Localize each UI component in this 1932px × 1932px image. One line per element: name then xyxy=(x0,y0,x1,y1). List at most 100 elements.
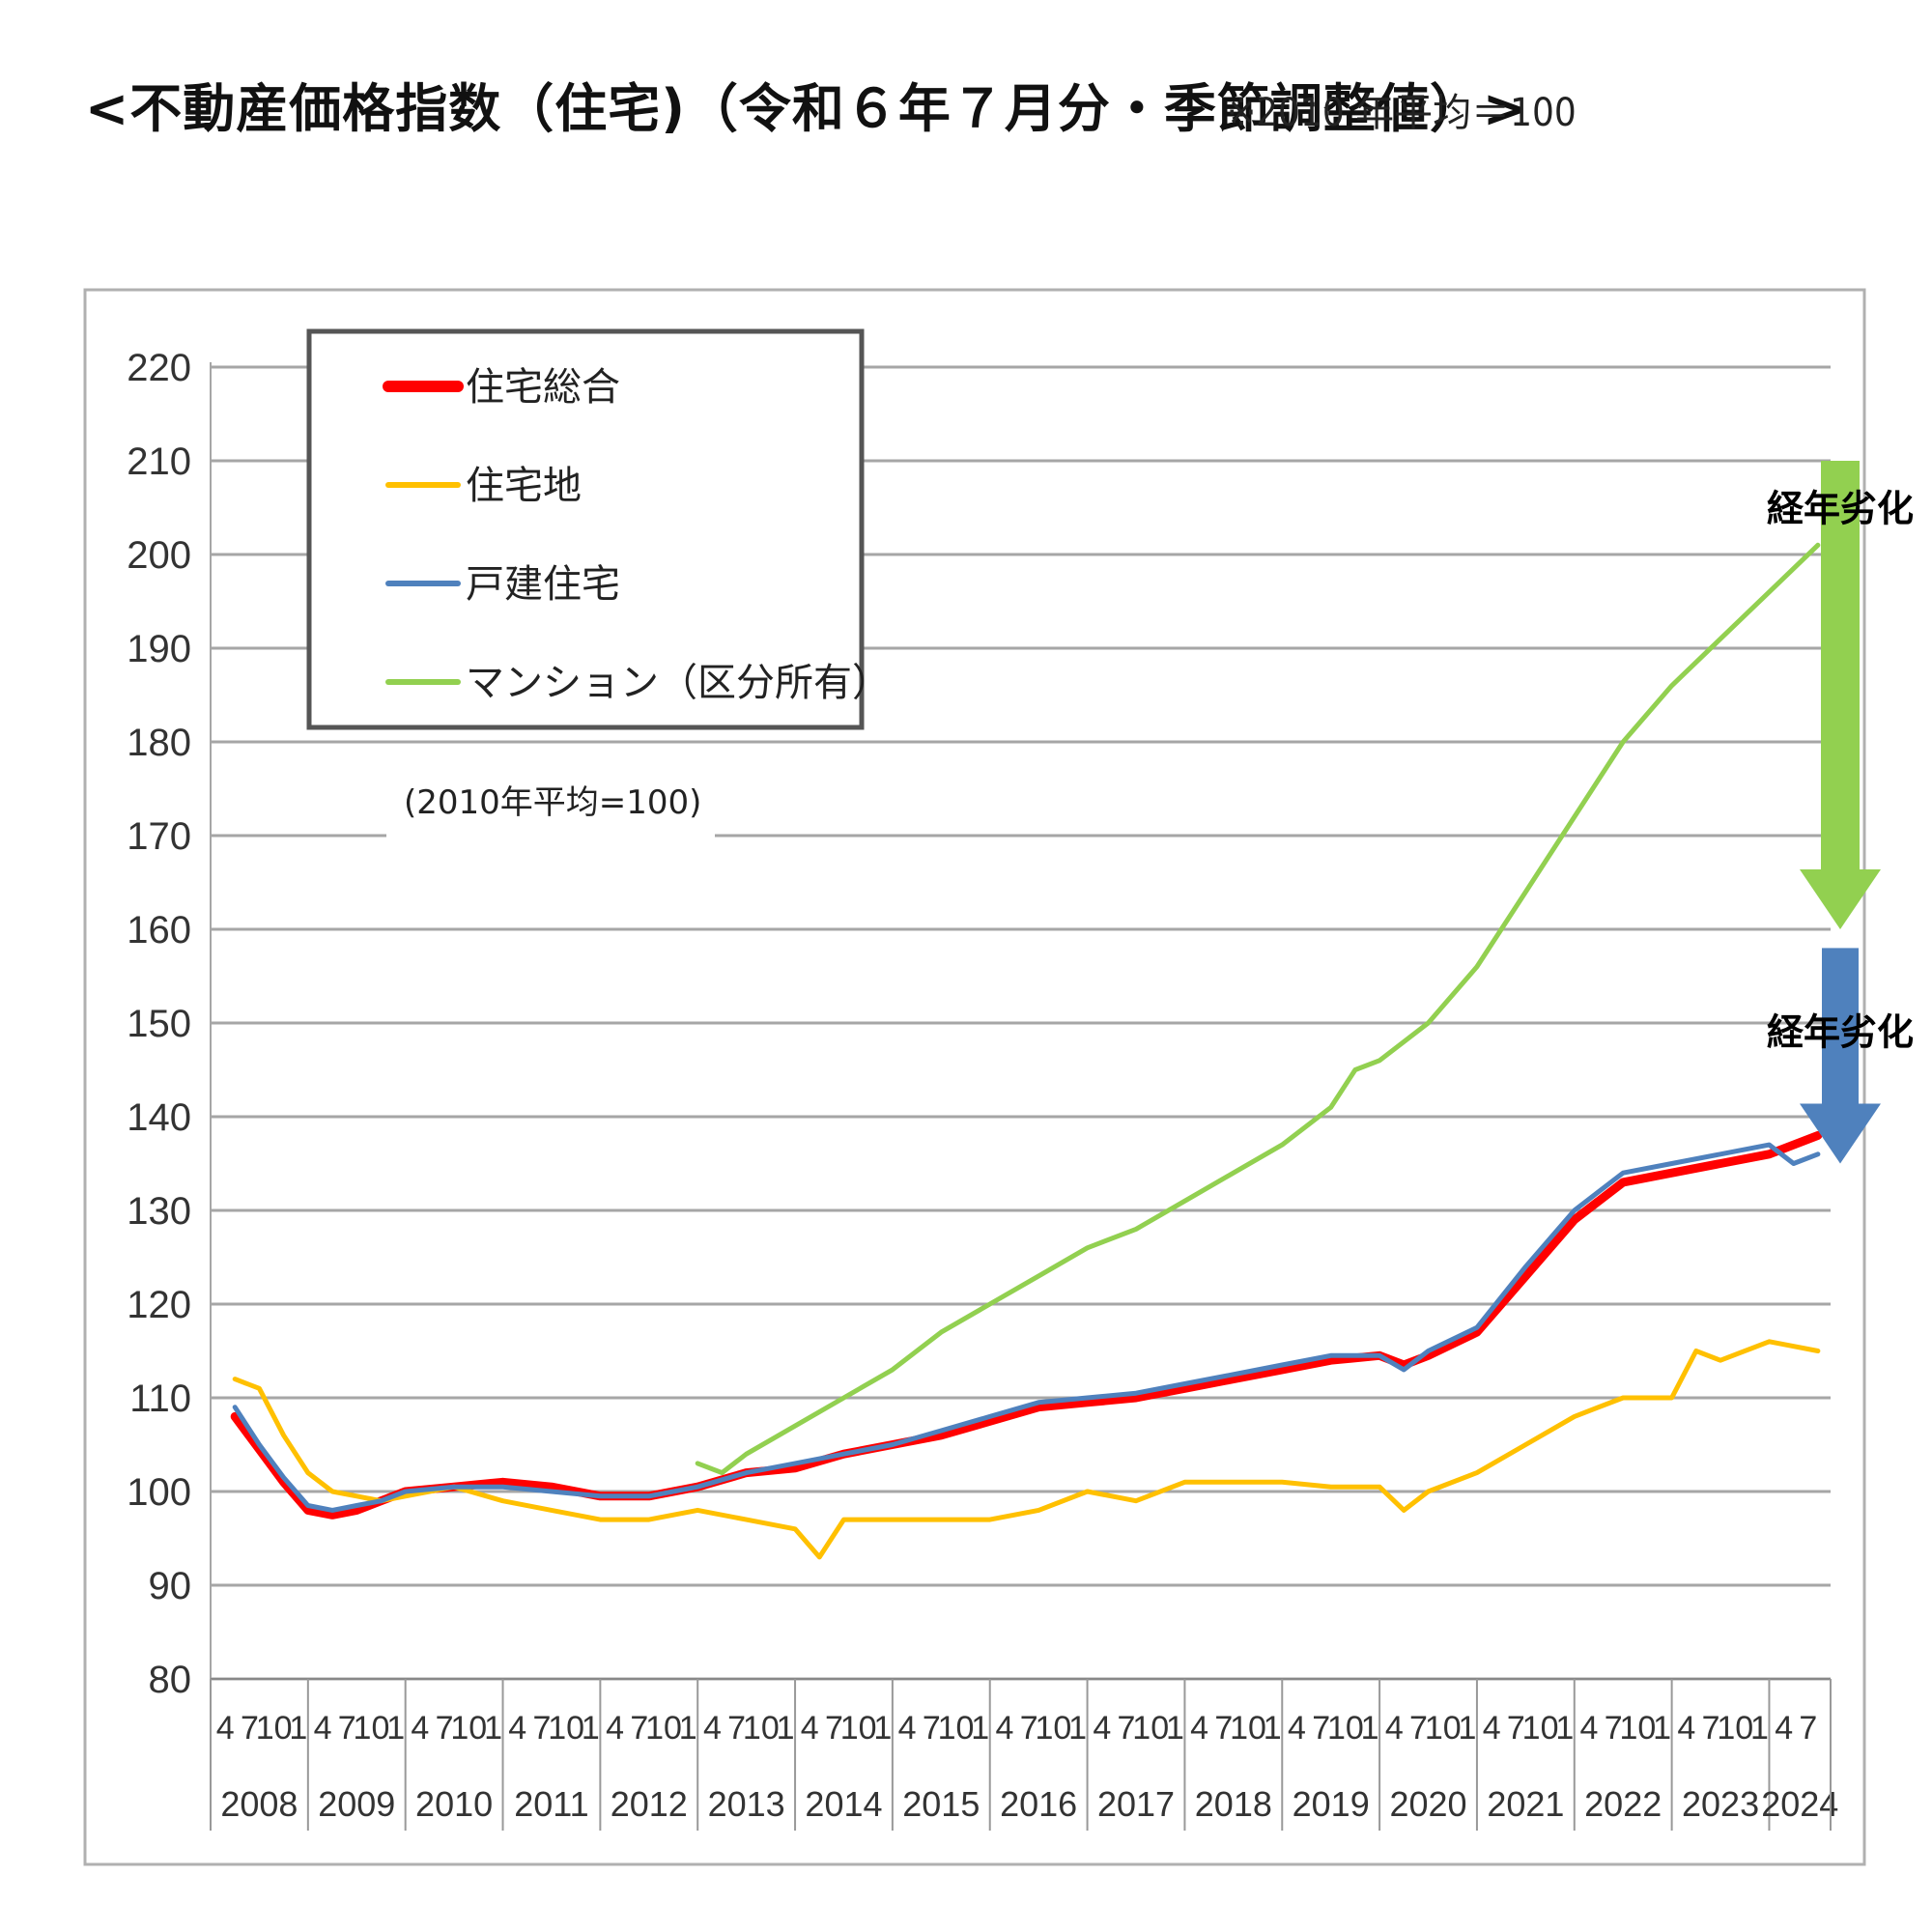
month-tick-label: 10 xyxy=(1132,1710,1169,1747)
month-tick-label: 4 xyxy=(801,1710,819,1747)
month-tick-label: 4 xyxy=(1677,1710,1695,1747)
year-label: 2009 xyxy=(318,1784,395,1824)
month-tick-label: 10 xyxy=(1230,1710,1266,1747)
y-tick-label: 140 xyxy=(127,1096,191,1139)
legend-label: 住宅地 xyxy=(466,464,582,508)
month-tick-label: 1 xyxy=(484,1710,502,1747)
y-tick-label: 160 xyxy=(127,909,191,952)
month-tick-label: 7 xyxy=(241,1710,259,1747)
month-tick-label: 4 xyxy=(314,1710,332,1747)
chart-base-note: (2010年平均=100) xyxy=(404,783,701,822)
month-tick-label: 4 xyxy=(1288,1710,1306,1747)
year-label: 2015 xyxy=(902,1784,980,1824)
month-tick-label: 1 xyxy=(1068,1710,1087,1747)
year-label: 2012 xyxy=(611,1784,688,1824)
month-tick-label: 7 xyxy=(532,1710,551,1747)
month-tick-label: 1 xyxy=(777,1710,795,1747)
y-tick-label: 150 xyxy=(127,1003,191,1045)
legend-label: 戸建住宅 xyxy=(466,562,620,607)
month-tick-label: 1 xyxy=(1264,1710,1282,1747)
month-tick-label: 10 xyxy=(256,1710,293,1747)
y-tick-label: 210 xyxy=(127,440,191,483)
y-tick-label: 170 xyxy=(127,815,191,858)
month-tick-label: 4 xyxy=(995,1710,1013,1747)
month-tick-label: 7 xyxy=(727,1710,746,1747)
month-tick-label: 1 xyxy=(971,1710,989,1747)
year-label: 2022 xyxy=(1584,1784,1662,1824)
month-tick-label: 7 xyxy=(825,1710,843,1747)
y-axis: 80 90 100 110 120 130 140 150 160 170 180 190 200 210… xyxy=(127,347,191,1701)
year-label: 2024 xyxy=(1761,1784,1838,1824)
month-tick-label: 4 xyxy=(703,1710,722,1747)
month-tick-label: 1 xyxy=(1458,1710,1476,1747)
month-tick-label: 4 xyxy=(1093,1710,1111,1747)
month-tick-label: 10 xyxy=(840,1710,877,1747)
annotation-arrow-shaft xyxy=(1822,948,1859,1106)
year-label: 2020 xyxy=(1389,1784,1466,1824)
month-tick-label: 1 xyxy=(386,1710,405,1747)
y-tick-label: 100 xyxy=(127,1471,191,1514)
year-label: 2023 xyxy=(1682,1784,1759,1824)
month-tick-label: 10 xyxy=(354,1710,390,1747)
base-note: ※2010 年平均＝100 xyxy=(1227,91,1577,135)
y-tick-label: 180 xyxy=(127,722,191,764)
month-tick-label: 10 xyxy=(1035,1710,1071,1747)
month-tick-label: 10 xyxy=(1425,1710,1462,1747)
month-tick-label: 7 xyxy=(630,1710,648,1747)
month-tick-label: 10 xyxy=(450,1710,487,1747)
year-label: 2018 xyxy=(1195,1784,1272,1824)
month-tick-label: 1 xyxy=(1361,1710,1379,1747)
month-tick-label: 10 xyxy=(548,1710,584,1747)
legend-box xyxy=(306,328,865,730)
y-tick-label: 80 xyxy=(149,1659,192,1701)
month-tick-label: 1 xyxy=(289,1710,307,1747)
month-tick-label: 10 xyxy=(938,1710,975,1747)
month-tick-label: 4 xyxy=(898,1710,917,1747)
month-tick-label: 7 xyxy=(1214,1710,1233,1747)
annotation-arrow-head xyxy=(1800,869,1881,929)
y-tick-label: 200 xyxy=(127,534,191,577)
month-tick-label: 4 xyxy=(1775,1710,1793,1747)
month-tick-label: 7 xyxy=(436,1710,454,1747)
month-tick-label: 10 xyxy=(1522,1710,1559,1747)
legend-label: 住宅総合 xyxy=(466,365,620,410)
month-tick-label: 7 xyxy=(1702,1710,1720,1747)
month-tick-label: 10 xyxy=(1717,1710,1753,1747)
annotation-label: 経年劣化 xyxy=(1767,1010,1914,1053)
month-tick-label: 1 xyxy=(873,1710,892,1747)
year-label: 2019 xyxy=(1293,1784,1370,1824)
annotation-arrow-head xyxy=(1800,1103,1881,1164)
month-tick-label: 4 xyxy=(508,1710,526,1747)
year-label: 2010 xyxy=(415,1784,493,1824)
series-line-3 xyxy=(695,542,1821,1476)
annotation-label: 経年劣化 xyxy=(1767,488,1914,530)
month-tick-label: 7 xyxy=(1799,1710,1817,1747)
month-tick-label: 7 xyxy=(1507,1710,1525,1747)
year-label: 2014 xyxy=(805,1784,882,1824)
month-tick-label: 1 xyxy=(1166,1710,1184,1747)
month-tick-label: 7 xyxy=(338,1710,356,1747)
year-label: 2021 xyxy=(1487,1784,1564,1824)
month-tick-label: 1 xyxy=(1750,1710,1769,1747)
month-tick-label: 7 xyxy=(1020,1710,1038,1747)
base-note-bg xyxy=(386,763,715,850)
month-tick-label: 10 xyxy=(645,1710,682,1747)
y-tick-label: 120 xyxy=(127,1284,191,1326)
month-tick-label: 4 xyxy=(1385,1710,1404,1747)
y-tick-label: 130 xyxy=(127,1190,191,1233)
month-tick-label: 7 xyxy=(1312,1710,1330,1747)
month-tick-label: 1 xyxy=(679,1710,697,1747)
month-tick-label: 4 xyxy=(1190,1710,1208,1747)
chart-title: <不動産価格指数（住宅)（令和６年７月分・季節調整値）> xyxy=(85,78,1528,139)
year-label: 2016 xyxy=(1000,1784,1077,1824)
year-label: 2011 xyxy=(514,1784,588,1824)
series-lines xyxy=(230,542,1823,1560)
month-tick-label: 4 xyxy=(1483,1710,1501,1747)
month-tick-label: 10 xyxy=(1327,1710,1364,1747)
y-tick-label: 90 xyxy=(149,1565,192,1607)
month-tick-label: 1 xyxy=(582,1710,600,1747)
legend-label: マンション（区分所有） xyxy=(466,661,891,705)
month-tick-label: 4 xyxy=(606,1710,624,1747)
